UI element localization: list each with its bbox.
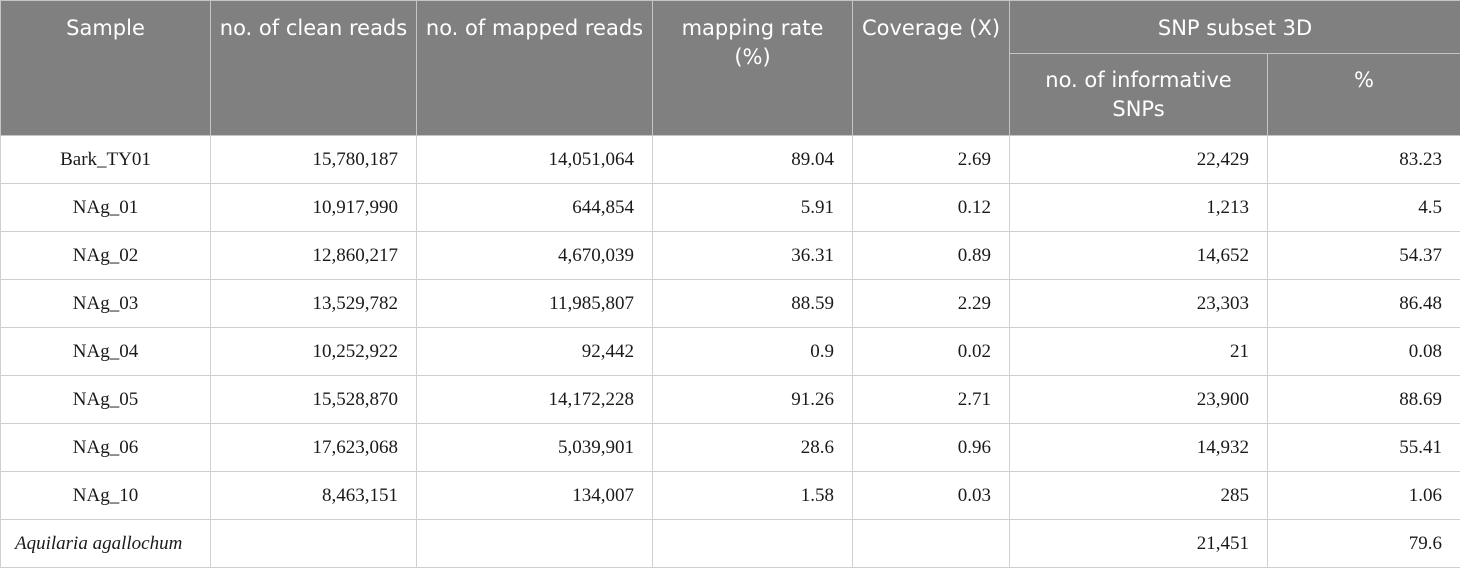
cell-mapped-reads: 644,854 — [416, 183, 653, 232]
cell-mapped-reads — [416, 519, 653, 568]
header-sample: Sample — [0, 0, 211, 136]
cell-mapping-rate: 88.59 — [652, 279, 853, 328]
cell-clean-reads: 15,780,187 — [210, 135, 417, 184]
cell-percent: 83.23 — [1266, 135, 1460, 184]
cell-mapped-reads: 92,442 — [416, 327, 653, 376]
table-body: Bark_TY01 15,780,187 14,051,064 89.04 2.… — [0, 135, 1460, 568]
cell-mapping-rate: 1.58 — [652, 471, 853, 520]
table-header: Sample no. of clean reads no. of mapped … — [0, 0, 1460, 136]
table-row: NAg_03 13,529,782 11,985,807 88.59 2.29 … — [0, 279, 1460, 328]
cell-mapping-rate — [652, 519, 853, 568]
table-row: NAg_06 17,623,068 5,039,901 28.6 0.96 14… — [0, 423, 1460, 472]
cell-mapped-reads: 14,172,228 — [416, 375, 653, 424]
cell-mapped-reads: 14,051,064 — [416, 135, 653, 184]
cell-coverage: 2.29 — [852, 279, 1010, 328]
cell-sample: NAg_01 — [0, 183, 211, 232]
cell-sample: NAg_06 — [0, 423, 211, 472]
cell-clean-reads: 10,252,922 — [210, 327, 417, 376]
table-row: Bark_TY01 15,780,187 14,051,064 89.04 2.… — [0, 135, 1460, 184]
cell-coverage: 0.03 — [852, 471, 1010, 520]
table-row: NAg_02 12,860,217 4,670,039 36.31 0.89 1… — [0, 231, 1460, 280]
header-informative-snps: no. of informative SNPs — [1009, 53, 1268, 136]
cell-mapping-rate: 89.04 — [652, 135, 853, 184]
cell-coverage: 2.69 — [852, 135, 1010, 184]
cell-clean-reads: 10,917,990 — [210, 183, 417, 232]
cell-informative-snps: 285 — [1009, 471, 1268, 520]
table-row: Aquilaria agallochum 21,451 79.6 — [0, 519, 1460, 568]
cell-mapping-rate: 91.26 — [652, 375, 853, 424]
table-row: NAg_05 15,528,870 14,172,228 91.26 2.71 … — [0, 375, 1460, 424]
cell-informative-snps: 23,303 — [1009, 279, 1268, 328]
cell-mapped-reads: 4,670,039 — [416, 231, 653, 280]
cell-sample: Bark_TY01 — [0, 135, 211, 184]
cell-sample: NAg_04 — [0, 327, 211, 376]
cell-percent: 55.41 — [1266, 423, 1460, 472]
cell-mapped-reads: 11,985,807 — [416, 279, 653, 328]
table-row: NAg_01 10,917,990 644,854 5.91 0.12 1,21… — [0, 183, 1460, 232]
cell-sample: NAg_03 — [0, 279, 211, 328]
cell-clean-reads: 15,528,870 — [210, 375, 417, 424]
cell-informative-snps: 21,451 — [1009, 519, 1268, 568]
cell-informative-snps: 1,213 — [1009, 183, 1268, 232]
cell-percent: 79.6 — [1266, 519, 1460, 568]
cell-coverage: 0.12 — [852, 183, 1010, 232]
cell-clean-reads: 13,529,782 — [210, 279, 417, 328]
cell-coverage — [852, 519, 1010, 568]
cell-mapping-rate: 28.6 — [652, 423, 853, 472]
cell-coverage: 0.96 — [852, 423, 1010, 472]
header-mapped-reads: no. of mapped reads — [416, 0, 653, 136]
cell-coverage: 0.89 — [852, 231, 1010, 280]
cell-clean-reads — [210, 519, 417, 568]
header-mapping-rate: mapping rate (%) — [652, 0, 853, 136]
cell-clean-reads: 8,463,151 — [210, 471, 417, 520]
cell-mapping-rate: 0.9 — [652, 327, 853, 376]
cell-sample: NAg_05 — [0, 375, 211, 424]
cell-percent: 86.48 — [1266, 279, 1460, 328]
cell-percent: 1.06 — [1266, 471, 1460, 520]
header-clean-reads: no. of clean reads — [210, 0, 417, 136]
header-coverage: Coverage (X) — [852, 0, 1010, 136]
cell-sample: NAg_02 — [0, 231, 211, 280]
cell-mapped-reads: 134,007 — [416, 471, 653, 520]
cell-informative-snps: 21 — [1009, 327, 1268, 376]
header-snp-subset: SNP subset 3D — [1008, 0, 1460, 54]
cell-informative-snps: 14,652 — [1009, 231, 1268, 280]
header-percent: % — [1266, 53, 1460, 136]
table-row: NAg_10 8,463,151 134,007 1.58 0.03 285 1… — [0, 471, 1460, 520]
cell-clean-reads: 12,860,217 — [210, 231, 417, 280]
cell-percent: 4.5 — [1266, 183, 1460, 232]
cell-mapped-reads: 5,039,901 — [416, 423, 653, 472]
cell-coverage: 2.71 — [852, 375, 1010, 424]
cell-percent: 0.08 — [1266, 327, 1460, 376]
cell-clean-reads: 17,623,068 — [210, 423, 417, 472]
cell-mapping-rate: 5.91 — [652, 183, 853, 232]
cell-sample: Aquilaria agallochum — [0, 519, 211, 568]
cell-informative-snps: 22,429 — [1009, 135, 1268, 184]
cell-coverage: 0.02 — [852, 327, 1010, 376]
cell-mapping-rate: 36.31 — [652, 231, 853, 280]
cell-informative-snps: 23,900 — [1009, 375, 1268, 424]
cell-informative-snps: 14,932 — [1009, 423, 1268, 472]
table-row: NAg_04 10,252,922 92,442 0.9 0.02 21 0.0… — [0, 327, 1460, 376]
cell-sample: NAg_10 — [0, 471, 211, 520]
cell-percent: 54.37 — [1266, 231, 1460, 280]
cell-percent: 88.69 — [1266, 375, 1460, 424]
